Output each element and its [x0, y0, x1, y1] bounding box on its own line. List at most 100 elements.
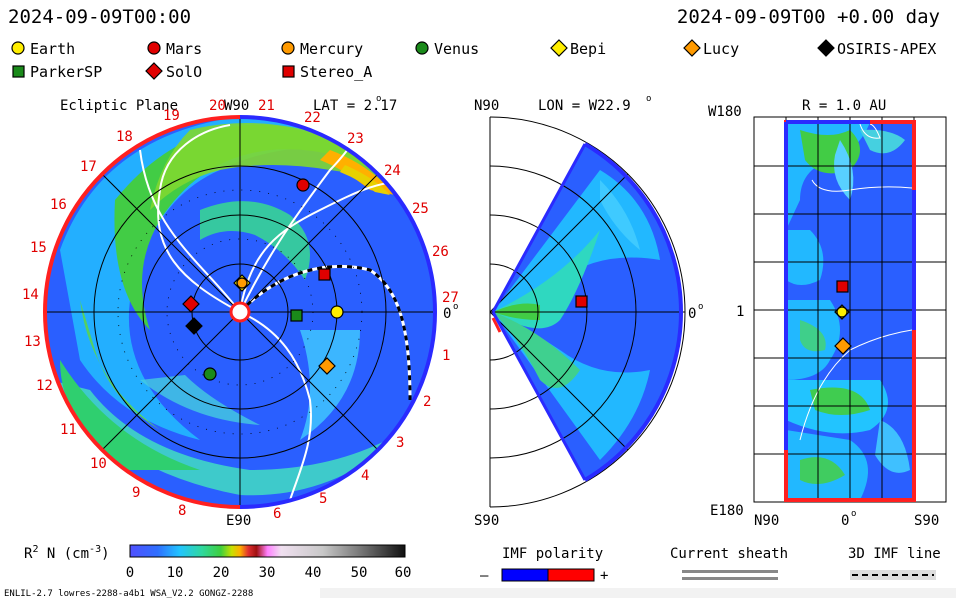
radial-grid — [753, 116, 947, 503]
legend-label-earth: Earth — [30, 40, 75, 58]
solo-marker — [182, 295, 200, 313]
timestamp-left: 2024-09-09T00:00 — [8, 6, 191, 28]
rot-20: 20 — [209, 98, 226, 114]
rot-23: 23 — [347, 131, 364, 147]
radial-bottom-left-label: E180 — [710, 503, 744, 519]
imf-polarity-legend: IMF polarity – + — [480, 546, 608, 584]
ecliptic-plane-panel: Ecliptic Plane LAT = 2.17 o W90 E90 0 o — [22, 94, 459, 529]
radial-mid-left-label: 1 — [736, 304, 744, 320]
current-sheath-line-bottom — [682, 577, 778, 580]
ecliptic-right-label: 0 — [443, 306, 451, 322]
legend-bepi: Bepi — [550, 39, 606, 58]
ecliptic-boundary-negative — [43, 115, 241, 509]
meridional-top-label: N90 — [474, 98, 499, 114]
stereo-a-marker-icon — [282, 65, 295, 78]
meridional-edge-red — [491, 317, 502, 333]
ecliptic-boundary-positive — [239, 115, 437, 509]
ecliptic-top-label: W90 — [224, 98, 249, 114]
parkersp-marker — [290, 309, 303, 322]
venus-marker — [203, 367, 217, 381]
rot-9: 9 — [132, 485, 140, 501]
legend-label-mercury: Mercury — [300, 40, 363, 58]
colorbar-tick-10: 10 — [167, 565, 184, 581]
current-sheath-line-top — [682, 570, 778, 573]
radial-r-label: R = 1.0 AU — [802, 98, 886, 114]
rot-1: 1 — [442, 348, 450, 364]
rot-27: 27 — [442, 290, 459, 306]
imf-line-legend: 3D IMF line — [848, 546, 941, 580]
radial-bottom-degree: o — [851, 509, 856, 519]
rot-8: 8 — [178, 503, 186, 519]
legend-label-bepi: Bepi — [570, 40, 606, 58]
legend-mercury: Mercury — [281, 40, 363, 58]
ecliptic-object-markers — [182, 178, 344, 381]
legend-label-osiris-apex: OSIRIS-APEX — [837, 40, 936, 58]
meridional-lon-label: LON = W22.9 — [538, 98, 631, 114]
bepi-marker-icon — [550, 39, 568, 57]
footer-model-info: ENLIL-2.7 lowres-2288-a4b1 WSA_V2.2 GONG… — [4, 589, 253, 599]
colorbar-tick-40: 40 — [305, 565, 322, 581]
legend-lucy: Lucy — [683, 39, 739, 58]
legend-stereo-a: Stereo_A — [282, 63, 372, 81]
rot-4: 4 — [361, 468, 369, 484]
imf-line-label: 3D IMF line — [848, 546, 941, 562]
imf-polarity-label: IMF polarity — [502, 546, 603, 562]
timestamp-right: 2024-09-09T00 +0.00 day — [677, 6, 940, 28]
stereo-a-radial-marker — [836, 280, 849, 293]
legend-solo: SolO — [145, 62, 202, 81]
meridional-lon-degree: o — [646, 94, 651, 104]
legend-label-parkersp: ParkerSP — [30, 63, 102, 81]
radial-bottom-label-0: 0 — [841, 513, 849, 529]
radial-top-left-label: W180 — [708, 104, 742, 120]
current-sheath-legend: Current sheath — [670, 546, 788, 580]
meridional-boundary — [583, 142, 683, 482]
osiris-apex-marker — [185, 317, 203, 335]
legend-venus: Venus — [415, 40, 479, 58]
legend-label-mars: Mars — [166, 40, 202, 58]
osiris-apex-marker-icon — [817, 39, 835, 57]
meridional-edge-top — [491, 143, 587, 313]
footer-faded-watermark — [320, 588, 956, 598]
earth-marker-icon — [11, 41, 25, 55]
imf-negative-swatch — [501, 568, 549, 582]
solo-marker-icon — [145, 62, 163, 80]
colorbar-tick-50: 50 — [351, 565, 368, 581]
lucy-marker — [318, 357, 336, 375]
stereo-a-marker — [318, 268, 331, 281]
rot-25: 25 — [412, 201, 429, 217]
meridional-right-label: 0 — [688, 306, 696, 322]
rot-26: 26 — [432, 244, 449, 260]
legend-parkersp: ParkerSP — [12, 63, 102, 81]
colorbar-tick-30: 30 — [259, 565, 276, 581]
legend-label-venus: Venus — [434, 40, 479, 58]
meridional-edge-bottom — [491, 311, 587, 481]
rot-16: 16 — [50, 197, 67, 213]
radial-bottom-label-n90: N90 — [754, 513, 779, 529]
rot-14: 14 — [22, 287, 39, 303]
colorbar-gradient — [129, 544, 406, 558]
ecliptic-lat-degree: o — [376, 94, 381, 104]
colorbar-tick-20: 20 — [213, 565, 230, 581]
stereo-a-meridional-marker — [575, 295, 588, 308]
parkersp-marker-icon — [12, 65, 25, 78]
legend-label-solo: SolO — [166, 63, 202, 81]
colorbar-tick-0: 0 — [126, 565, 134, 581]
legend-mars: Mars — [147, 40, 202, 58]
earth-marker — [330, 305, 344, 319]
lucy-radial-marker — [834, 337, 852, 355]
object-legend: Earth Mars Mercury Venus Bepi Lucy OSIRI… — [11, 39, 936, 81]
meridional-grid — [489, 116, 686, 508]
imf-positive-swatch — [547, 568, 595, 582]
sun-icon — [229, 301, 251, 323]
mercury-marker-icon — [281, 41, 295, 55]
rot-15: 15 — [30, 240, 47, 256]
mars-marker-icon — [147, 41, 161, 55]
colorbar-tick-60: 60 — [395, 565, 412, 581]
rot-3: 3 — [396, 435, 404, 451]
venus-marker-icon — [415, 41, 429, 55]
rot-11: 11 — [60, 422, 77, 438]
rot-18: 18 — [116, 129, 133, 145]
rot-19: 19 — [163, 108, 180, 124]
legend-osiris-apex: OSIRIS-APEX — [817, 39, 936, 58]
meridional-right-degree: o — [698, 302, 703, 312]
